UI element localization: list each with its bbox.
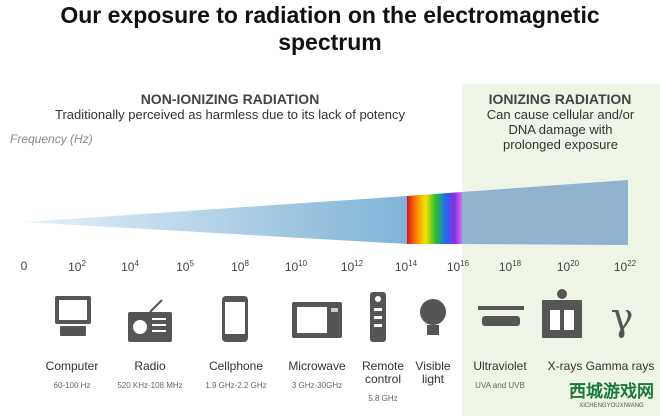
tick-label: 1010 — [271, 259, 321, 274]
tick-label: 1014 — [381, 259, 431, 274]
tick-base: 10 — [613, 260, 628, 274]
item-range: 3 GHz-30GHz — [291, 381, 343, 390]
item: Computer 60-100 Hz — [34, 360, 110, 392]
item-label: Cellphone — [208, 359, 264, 373]
item-label: Ultraviolet — [473, 359, 527, 373]
item-label: Visible light — [415, 359, 451, 386]
item-range: UVA and UVB — [475, 381, 525, 390]
item-label: Microwave — [288, 359, 346, 373]
tick-label: 1022 — [600, 259, 650, 274]
tick-exponent: 8 — [244, 259, 249, 268]
item-label: Radio — [134, 359, 166, 373]
ionizing-zone — [462, 84, 660, 416]
spectrum-wedge — [24, 196, 407, 244]
tick-label: 104 — [105, 259, 155, 274]
tick-exponent: 18 — [512, 259, 522, 268]
item: Gamma rays — [582, 360, 658, 373]
tick-base: 10 — [176, 260, 190, 274]
zone-description: Can cause cellular and/or DNA damage wit… — [486, 107, 635, 152]
item-range: 520 KHz-108 MHz — [117, 381, 183, 390]
visible-band — [407, 192, 462, 244]
item: Radio 520 KHz-108 MHz — [112, 360, 188, 392]
tick-exponent: 12 — [354, 259, 364, 268]
tick-label: 108 — [215, 259, 265, 274]
item: Remote control 5.8 GHz — [345, 360, 421, 405]
item-label: Remote control — [361, 359, 405, 386]
item-label: Gamma rays — [585, 359, 655, 373]
title: Our exposure to radiation on the electro… — [60, 2, 600, 55]
tick-base: 10 — [68, 260, 82, 274]
tick-exponent: 10 — [298, 259, 308, 268]
tick-base: 10 — [446, 260, 461, 274]
tick-label: 102 — [52, 259, 102, 274]
tick-exponent: 14 — [408, 259, 418, 268]
watermark-text: 西城游戏网 — [569, 382, 654, 401]
tick-base: 10 — [231, 260, 245, 274]
watermark: 西城游戏网 XICHENGYOUXIWANG — [569, 382, 654, 414]
axis-label: Frequency (Hz) — [10, 132, 93, 146]
tick-base: 10 — [284, 260, 299, 274]
item: Cellphone 1.9 GHz-2.2 GHz — [198, 360, 274, 392]
item-label: X-rays — [547, 359, 583, 373]
tick-label: 1018 — [485, 259, 535, 274]
watermark-sub: XICHENGYOUXIWANG — [579, 403, 644, 409]
tick-label: 1012 — [327, 259, 377, 274]
tick-exponent: 5 — [189, 259, 194, 268]
zone-heading: NON-IONIZING RADIATION — [140, 91, 320, 107]
zone-heading: IONIZING RADIATION — [488, 91, 632, 107]
tick-label: 0 — [0, 259, 49, 273]
tick-label: 1020 — [543, 259, 593, 274]
tick-label: 1016 — [433, 259, 483, 274]
item: Microwave 3 GHz-30GHz — [279, 360, 355, 392]
item: Visible light — [395, 360, 471, 386]
item-range: 5.8 GHz — [368, 394, 398, 403]
item-label: Computer — [45, 359, 99, 373]
item: X-rays — [527, 360, 603, 373]
item-range: 1.9 GHz-2.2 GHz — [205, 381, 267, 390]
item: Ultraviolet UVA and UVB — [462, 360, 538, 392]
tick-base: 10 — [121, 260, 135, 274]
tick-exponent: 20 — [570, 259, 580, 268]
item-range: 60-100 Hz — [53, 381, 91, 390]
gamma-symbol: γ — [611, 295, 634, 339]
icons — [55, 289, 582, 342]
ionizing-wedge — [462, 180, 628, 245]
tick-exponent: 4 — [134, 259, 139, 268]
tick-exponent: 2 — [81, 259, 86, 268]
tick-base: 10 — [556, 260, 571, 274]
tick-base: 10 — [394, 260, 409, 274]
tick-exponent: 16 — [460, 259, 470, 268]
tick-base: 10 — [340, 260, 355, 274]
zone-description: Traditionally perceived as harmless due … — [55, 107, 405, 122]
tick-base: 10 — [498, 260, 513, 274]
tick-exponent: 22 — [627, 259, 637, 268]
tick-base: 0 — [20, 259, 28, 273]
tick-label: 105 — [160, 259, 210, 274]
